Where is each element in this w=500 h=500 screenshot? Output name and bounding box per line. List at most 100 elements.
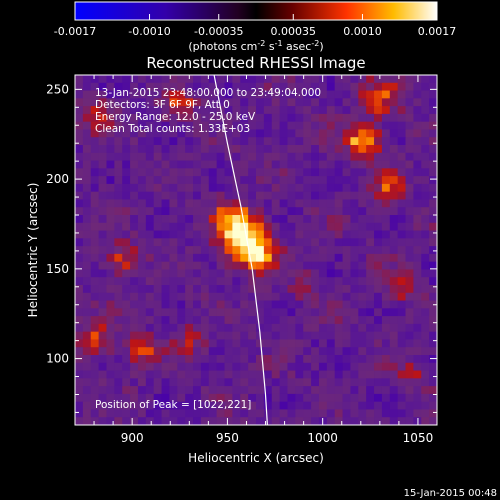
heatmap-cell bbox=[397, 113, 406, 123]
x-tick-label: 950 bbox=[216, 431, 239, 445]
heatmap-cell bbox=[350, 401, 359, 410]
heatmap-cell bbox=[145, 191, 155, 200]
heatmap-cell bbox=[318, 137, 328, 146]
heatmap-cell bbox=[145, 207, 155, 216]
heatmap-cell bbox=[137, 308, 147, 317]
heatmap-cell bbox=[200, 393, 210, 403]
heatmap-cell bbox=[342, 323, 351, 333]
heatmap-cell bbox=[200, 362, 210, 371]
colorbar-tick-label: 0.0010 bbox=[343, 25, 382, 38]
heatmap-cell bbox=[82, 300, 92, 309]
heatmap-cell bbox=[381, 106, 391, 115]
heatmap-cell bbox=[279, 269, 288, 278]
heatmap-cell bbox=[350, 129, 359, 138]
heatmap-cell bbox=[334, 300, 343, 309]
heatmap-cell bbox=[232, 362, 241, 371]
heatmap-cell bbox=[389, 378, 399, 387]
heatmap-cell bbox=[90, 261, 100, 270]
heatmap-cell bbox=[200, 323, 210, 333]
heatmap-cell bbox=[279, 121, 288, 130]
heatmap-cell bbox=[397, 285, 406, 294]
heatmap-cell bbox=[90, 362, 100, 371]
heatmap-cell bbox=[216, 199, 225, 208]
heatmap-cell bbox=[98, 347, 107, 356]
heatmap-cell bbox=[405, 339, 414, 348]
heatmap-cell bbox=[342, 230, 351, 239]
heatmap-cell bbox=[381, 230, 391, 239]
heatmap-cell bbox=[177, 409, 186, 418]
heatmap-cell bbox=[342, 238, 351, 247]
heatmap-cell bbox=[193, 269, 202, 278]
heatmap-cell bbox=[240, 230, 249, 239]
heatmap-cell bbox=[177, 261, 186, 270]
heatmap-cell bbox=[90, 75, 100, 84]
heatmap-cell bbox=[326, 246, 336, 255]
heatmap-cell bbox=[106, 246, 115, 255]
heatmap-cell bbox=[130, 323, 139, 333]
heatmap-cell bbox=[263, 222, 273, 231]
colorbar-ticks: -0.0017 -0.0010 -0.00035 0.00035 0.0010 0.001… bbox=[54, 14, 456, 38]
heatmap-cell bbox=[256, 176, 265, 185]
heatmap-cell bbox=[358, 269, 367, 278]
heatmap-cell bbox=[429, 121, 437, 130]
heatmap-cell bbox=[248, 152, 257, 161]
heatmap-cell bbox=[232, 253, 241, 263]
heatmap-cell bbox=[106, 168, 115, 177]
heatmap-cell bbox=[358, 355, 367, 364]
heatmap-cell bbox=[295, 339, 304, 348]
heatmap-cell bbox=[114, 292, 123, 301]
heatmap-cell bbox=[303, 323, 312, 333]
heatmap-cell bbox=[90, 106, 100, 115]
heatmap-cell bbox=[153, 323, 162, 333]
heatmap-cell bbox=[318, 207, 328, 216]
heatmap-cell bbox=[318, 199, 328, 208]
heatmap-cell bbox=[130, 183, 139, 193]
heatmap-cell bbox=[106, 409, 115, 418]
heatmap-cell bbox=[429, 230, 437, 239]
heatmap-cell bbox=[311, 152, 320, 161]
heatmap-cell bbox=[342, 90, 351, 99]
heatmap-cell bbox=[366, 222, 375, 231]
heatmap-cell bbox=[122, 370, 131, 379]
heatmap-cell bbox=[263, 378, 273, 387]
heatmap-cell bbox=[271, 386, 281, 395]
heatmap-cell bbox=[358, 215, 367, 224]
heatmap-cell bbox=[374, 129, 383, 138]
heatmap-cell bbox=[177, 285, 186, 294]
heatmap-cell bbox=[263, 409, 273, 418]
heatmap-cell bbox=[200, 386, 210, 395]
heatmap-cell bbox=[240, 347, 249, 356]
heatmap-cell bbox=[208, 145, 218, 154]
heatmap-cell bbox=[405, 362, 414, 371]
heatmap-cell bbox=[145, 316, 155, 325]
heatmap-cell bbox=[413, 339, 422, 348]
heatmap-cell bbox=[114, 370, 123, 379]
heatmap-cell bbox=[130, 386, 139, 395]
heatmap-cell bbox=[75, 90, 84, 99]
heatmap-cell bbox=[397, 129, 406, 138]
heatmap-cell bbox=[122, 98, 131, 107]
heatmap-cell bbox=[90, 308, 100, 317]
heatmap-cell bbox=[193, 386, 202, 395]
heatmap-cell bbox=[334, 386, 343, 395]
heatmap-cell bbox=[216, 362, 225, 371]
heatmap-cell bbox=[193, 370, 202, 379]
heatmap-cell bbox=[106, 82, 115, 91]
heatmap-cell bbox=[263, 90, 273, 99]
heatmap-cell bbox=[248, 401, 257, 410]
heatmap-cell bbox=[421, 168, 430, 177]
heatmap-cell bbox=[413, 277, 422, 286]
heatmap-cell bbox=[334, 98, 343, 107]
heatmap-cell bbox=[421, 82, 430, 91]
heatmap-cell bbox=[342, 409, 351, 418]
heatmap-cell bbox=[161, 199, 170, 208]
heatmap-cell bbox=[200, 300, 210, 309]
heatmap-cell bbox=[295, 183, 304, 193]
heatmap-cell bbox=[366, 370, 375, 379]
heatmap-cell bbox=[358, 378, 367, 387]
heatmap-cell bbox=[185, 207, 194, 216]
heatmap-cell bbox=[106, 269, 115, 278]
heatmap-cell bbox=[240, 75, 249, 84]
heatmap-cell bbox=[122, 409, 131, 418]
heatmap-cell bbox=[429, 316, 437, 325]
